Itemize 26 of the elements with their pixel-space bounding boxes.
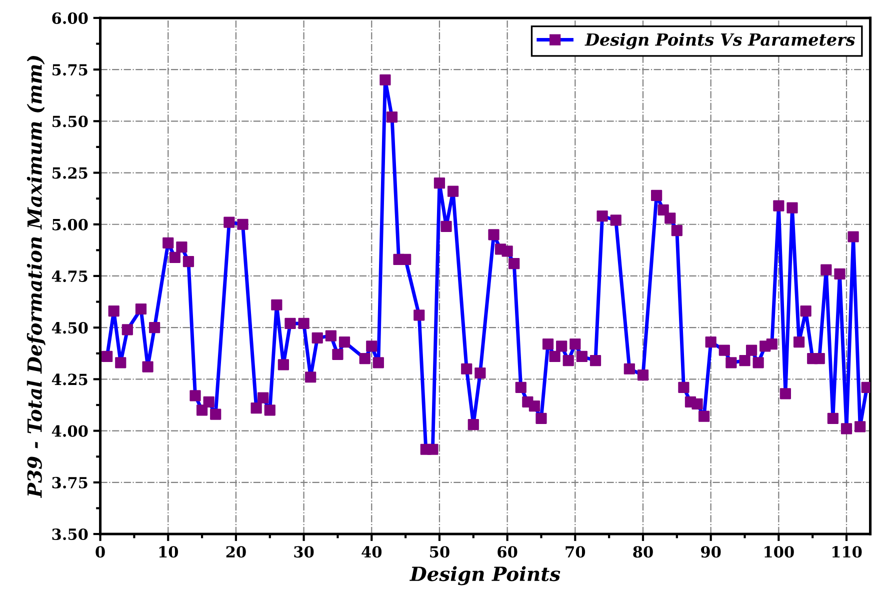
- x-tick-label: 90: [701, 546, 721, 558]
- y-tick-label: 5.00: [52, 218, 88, 230]
- x-tick-label: 10: [159, 546, 178, 558]
- y-tick-label: 5.75: [52, 64, 88, 76]
- x-tick-label: 80: [633, 546, 653, 558]
- y-axis-title: P39 - Total Deformation Maximum (mm): [26, 56, 46, 498]
- y-tick-label: 4.75: [52, 270, 88, 282]
- x-tick-label: 40: [362, 546, 382, 558]
- x-tick-label: 50: [430, 546, 450, 558]
- x-axis-title: Design Points: [410, 566, 560, 586]
- legend-label: Design Points Vs Parameters: [584, 32, 855, 50]
- x-tick-label: 110: [832, 546, 862, 558]
- y-tick-label: 3.75: [52, 476, 88, 488]
- y-tick-label: 5.25: [52, 167, 88, 179]
- y-tick-label: 5.50: [52, 116, 88, 128]
- x-tick-label: 70: [566, 546, 586, 558]
- y-tick-label: 3.50: [52, 528, 88, 540]
- x-tick-label: 0: [96, 546, 105, 558]
- x-tick-label: 20: [226, 546, 246, 558]
- x-tick-label: 100: [764, 546, 794, 558]
- y-tick-label: 6.00: [52, 12, 88, 24]
- x-tick-label: 60: [498, 546, 518, 558]
- x-tick-label: 30: [294, 546, 314, 558]
- y-tick-label: 4.50: [52, 322, 88, 334]
- y-tick-label: 4.00: [52, 425, 88, 437]
- y-tick-label: 4.25: [52, 374, 88, 386]
